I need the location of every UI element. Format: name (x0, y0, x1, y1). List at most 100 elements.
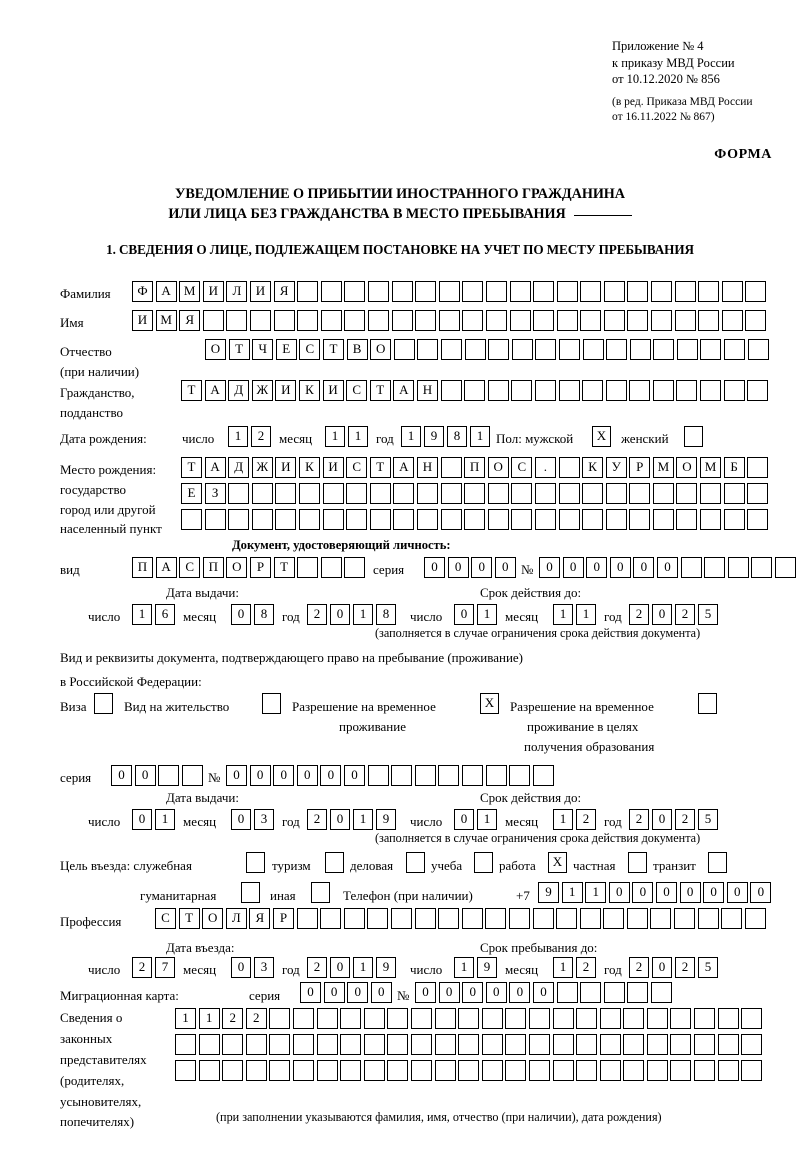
char-cell[interactable] (698, 310, 720, 331)
char-cell[interactable]: 5 (698, 957, 718, 978)
char-cell[interactable]: Т (273, 557, 295, 578)
char-cell[interactable] (747, 483, 769, 504)
char-cell[interactable]: 0 (370, 982, 392, 1003)
char-cell[interactable] (556, 281, 578, 302)
char-cell[interactable]: Я (179, 310, 201, 331)
char-cell[interactable] (509, 281, 531, 302)
char-cell[interactable]: 0 (343, 765, 365, 786)
char-cell[interactable]: Ф (132, 281, 153, 302)
char-cell[interactable]: Я (273, 281, 295, 302)
char-cell[interactable] (694, 1034, 716, 1055)
char-cell[interactable] (505, 1034, 527, 1055)
char-cell[interactable]: 1 (348, 426, 368, 447)
legal-rep-grid-row-2[interactable] (175, 1034, 763, 1055)
char-cell[interactable]: 0 (300, 982, 321, 1003)
char-cell[interactable]: 0 (539, 557, 560, 578)
char-cell[interactable] (605, 509, 627, 530)
char-cell[interactable] (579, 908, 601, 929)
char-cell[interactable] (700, 380, 722, 401)
char-cell[interactable] (741, 1060, 763, 1081)
char-cell[interactable] (269, 1034, 291, 1055)
char-cell[interactable]: 0 (471, 557, 493, 578)
char-cell[interactable] (320, 908, 342, 929)
char-cell[interactable] (320, 281, 342, 302)
char-cell[interactable]: В (346, 339, 368, 360)
char-cell[interactable]: 1 (553, 604, 573, 625)
char-cell[interactable] (700, 339, 722, 360)
char-cell[interactable] (674, 310, 696, 331)
char-cell[interactable] (222, 1034, 244, 1055)
char-cell[interactable] (528, 1008, 550, 1029)
char-cell[interactable] (438, 310, 460, 331)
char-cell[interactable] (627, 982, 649, 1003)
char-cell[interactable] (646, 1034, 668, 1055)
char-cell[interactable] (487, 509, 509, 530)
char-cell[interactable] (629, 339, 651, 360)
char-cell[interactable] (511, 380, 533, 401)
char-cell[interactable]: 0 (586, 557, 608, 578)
char-cell[interactable] (440, 380, 462, 401)
purpose-study-checkbox[interactable] (474, 852, 493, 873)
char-cell[interactable] (292, 1008, 314, 1029)
char-cell[interactable]: Б (723, 457, 745, 478)
char-cell[interactable] (410, 1034, 432, 1055)
char-cell[interactable]: К (582, 457, 604, 478)
char-cell[interactable] (340, 1008, 362, 1029)
char-cell[interactable] (694, 1060, 716, 1081)
char-cell[interactable]: 1 (198, 1008, 220, 1029)
char-cell[interactable]: И (249, 281, 271, 302)
char-cell[interactable] (269, 1060, 291, 1081)
char-cell[interactable]: 9 (376, 809, 396, 830)
char-cell[interactable]: 0 (609, 557, 631, 578)
char-cell[interactable] (416, 483, 438, 504)
char-cell[interactable]: О (226, 557, 248, 578)
char-cell[interactable]: 2 (675, 809, 695, 830)
char-cell[interactable] (391, 765, 413, 786)
char-cell[interactable] (534, 380, 556, 401)
char-cell[interactable]: 2 (576, 957, 596, 978)
char-cell[interactable]: 2 (251, 426, 271, 447)
char-cell[interactable]: 0 (438, 982, 460, 1003)
char-cell[interactable] (340, 1060, 362, 1081)
char-cell[interactable] (629, 380, 651, 401)
char-cell[interactable]: О (676, 457, 698, 478)
char-cell[interactable] (410, 1008, 432, 1029)
char-cell[interactable] (316, 1060, 338, 1081)
char-cell[interactable] (576, 1008, 598, 1029)
char-cell[interactable]: 0 (330, 809, 350, 830)
char-cell[interactable] (245, 1060, 267, 1081)
char-cell[interactable]: 0 (231, 957, 251, 978)
char-cell[interactable] (340, 1034, 362, 1055)
char-cell[interactable]: 0 (249, 765, 271, 786)
char-cell[interactable]: А (155, 281, 177, 302)
char-cell[interactable] (367, 908, 389, 929)
char-cell[interactable]: 0 (652, 957, 672, 978)
char-cell[interactable] (434, 1034, 456, 1055)
char-cell[interactable] (694, 1008, 716, 1029)
char-cell[interactable]: Л (225, 908, 247, 929)
char-cell[interactable]: 2 (307, 809, 327, 830)
char-cell[interactable] (464, 339, 486, 360)
char-cell[interactable] (363, 1034, 385, 1055)
char-cell[interactable] (410, 1060, 432, 1081)
char-cell[interactable] (532, 765, 554, 786)
char-cell[interactable] (721, 310, 743, 331)
char-cell[interactable]: 0 (447, 557, 469, 578)
sex-female-checkbox[interactable] (684, 426, 703, 447)
char-cell[interactable] (576, 1060, 598, 1081)
char-cell[interactable]: 0 (347, 982, 369, 1003)
char-cell[interactable] (251, 509, 273, 530)
char-cell[interactable] (462, 281, 484, 302)
char-cell[interactable]: Ч (252, 339, 274, 360)
char-cell[interactable]: 1 (132, 604, 152, 625)
